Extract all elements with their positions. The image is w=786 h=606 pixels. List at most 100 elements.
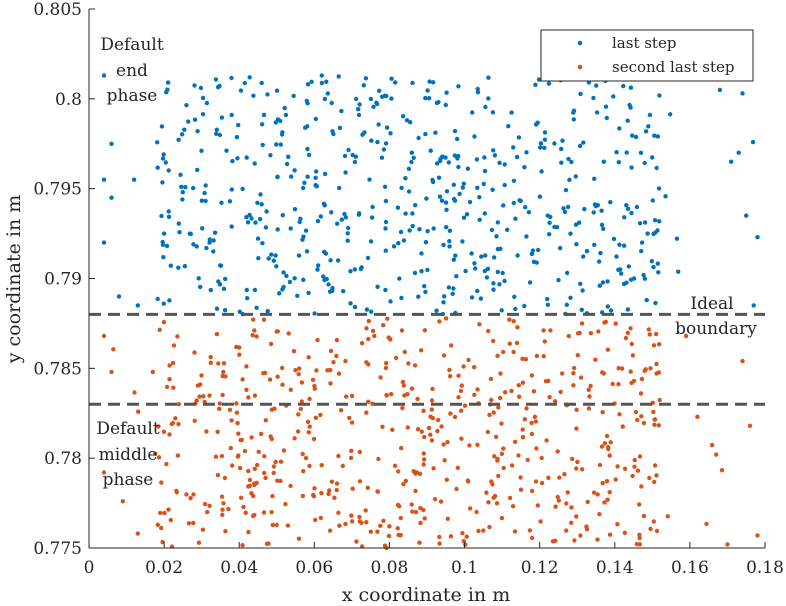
- data-point: [329, 210, 334, 215]
- data-point: [204, 100, 210, 106]
- data-point: [430, 177, 435, 183]
- data-point: [315, 267, 320, 272]
- data-point: [374, 101, 380, 107]
- data-point: [571, 371, 576, 376]
- data-point: [750, 139, 756, 145]
- data-point: [363, 508, 368, 513]
- data-point: [502, 278, 507, 284]
- data-point: [322, 171, 328, 177]
- data-point: [164, 461, 169, 467]
- data-point: [629, 165, 634, 170]
- data-point: [418, 520, 423, 526]
- data-point: [500, 270, 505, 276]
- data-point: [249, 435, 254, 440]
- data-point: [334, 353, 339, 359]
- data-point: [602, 500, 607, 505]
- x-tick-label: 0.08: [371, 558, 409, 578]
- data-point: [509, 388, 514, 394]
- data-point: [381, 518, 386, 523]
- data-point: [625, 330, 630, 336]
- data-point: [499, 451, 505, 456]
- data-point: [271, 470, 276, 476]
- data-point: [286, 331, 291, 336]
- data-point: [494, 501, 500, 506]
- annotation-line: phase: [103, 470, 154, 490]
- data-point: [220, 373, 225, 379]
- data-point: [426, 425, 432, 431]
- data-point: [520, 380, 526, 385]
- data-point: [422, 516, 427, 521]
- data-point: [168, 517, 173, 523]
- data-point: [674, 236, 680, 241]
- data-point: [475, 86, 480, 92]
- data-point: [311, 494, 317, 499]
- data-point: [429, 398, 435, 403]
- data-point: [740, 358, 745, 364]
- data-point: [410, 509, 415, 514]
- data-point: [486, 328, 491, 334]
- data-point: [176, 402, 181, 407]
- data-point: [357, 479, 363, 484]
- data-point: [631, 378, 637, 384]
- data-point: [166, 168, 171, 173]
- x-tick-label: 0.02: [145, 558, 183, 578]
- data-point: [229, 224, 234, 229]
- data-point: [515, 325, 520, 330]
- data-point: [649, 259, 654, 264]
- data-point: [160, 156, 166, 161]
- data-point: [651, 519, 656, 524]
- data-point: [602, 441, 608, 446]
- data-point: [205, 509, 210, 515]
- data-point: [318, 515, 324, 521]
- data-point: [183, 185, 188, 190]
- data-point: [252, 393, 258, 398]
- data-point: [305, 419, 311, 425]
- data-point: [375, 529, 380, 534]
- data-point: [204, 245, 209, 251]
- data-point: [411, 155, 416, 160]
- data-point: [475, 387, 480, 392]
- data-point: [400, 114, 406, 119]
- y-tick-label: 0.8: [55, 90, 82, 110]
- data-point: [638, 150, 644, 155]
- data-point: [501, 203, 506, 208]
- data-point: [566, 156, 571, 162]
- data-point: [729, 159, 734, 164]
- data-point: [495, 458, 500, 463]
- data-point: [234, 344, 239, 350]
- data-point: [405, 425, 410, 430]
- data-point: [423, 95, 428, 101]
- data-point: [648, 366, 653, 371]
- data-point: [472, 392, 477, 397]
- data-point: [218, 263, 223, 268]
- data-point: [275, 174, 280, 179]
- data-point: [597, 512, 602, 517]
- data-point: [419, 348, 424, 353]
- data-point: [556, 498, 561, 503]
- data-point: [120, 499, 126, 504]
- data-point: [497, 160, 502, 165]
- data-point: [384, 125, 390, 130]
- data-point: [489, 227, 495, 233]
- data-point: [159, 124, 165, 129]
- data-point: [213, 77, 219, 82]
- data-point: [396, 532, 401, 538]
- data-point: [242, 80, 247, 86]
- data-point: [592, 202, 598, 207]
- data-point: [268, 434, 273, 439]
- data-point: [547, 232, 552, 237]
- data-point: [201, 394, 206, 399]
- data-point: [192, 418, 197, 423]
- data-point: [522, 417, 527, 422]
- data-point: [214, 131, 219, 136]
- data-point: [423, 131, 428, 137]
- data-point: [356, 107, 361, 112]
- data-point: [315, 218, 321, 224]
- data-point: [349, 513, 354, 518]
- data-point: [665, 514, 670, 519]
- data-point: [542, 339, 547, 344]
- data-point: [161, 231, 167, 236]
- data-point: [379, 155, 385, 160]
- data-point: [295, 293, 300, 298]
- data-point: [600, 280, 606, 285]
